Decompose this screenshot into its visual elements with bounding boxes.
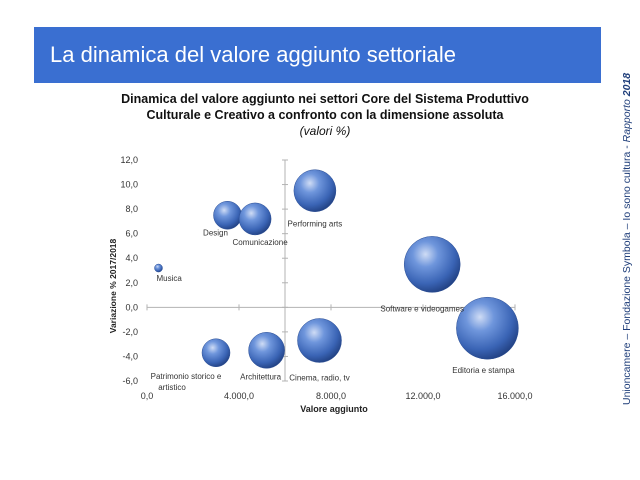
bubble-label: Architettura	[240, 372, 281, 381]
bubble-label: Software e videogames	[380, 304, 464, 313]
sidebar-credit-main: Unioncamere – Fondazione Symbola – Io so…	[621, 142, 633, 405]
bubble-cinema-radio-tv	[297, 318, 342, 363]
sidebar-credit: Unioncamere – Fondazione Symbola – Io so…	[621, 73, 633, 405]
page-title: La dinamica del valore aggiunto settoria…	[50, 42, 457, 67]
bubble-label: Editoria e stampa	[452, 366, 515, 375]
title-banner: La dinamica del valore aggiunto settoria…	[34, 27, 601, 83]
y-tick-label: 2,0	[125, 278, 138, 288]
sidebar-credit-italic: Rapporto	[621, 96, 633, 143]
y-tick-label: 4,0	[125, 253, 138, 263]
x-tick-label: 16.000,0	[497, 391, 532, 401]
bubble-architettura	[248, 332, 285, 369]
bubble-label: Musica	[157, 274, 183, 283]
sidebar-credit-year: 2018	[621, 72, 633, 97]
y-tick-label: 0,0	[125, 302, 138, 312]
bubble-label: Cinema, radio, tv	[289, 373, 349, 382]
x-tick-label: 8.000,0	[316, 391, 346, 401]
bubble-editoria-e-stampa	[456, 296, 519, 360]
chart-subtitle: (valori %)	[299, 124, 351, 138]
bubble-musica	[154, 263, 163, 273]
y-axis-title: Variazione % 2017/2018	[108, 238, 118, 333]
chart-title-line1: Dinamica del valore aggiunto nei settori…	[121, 92, 529, 106]
y-tick-label: 12,0	[120, 155, 138, 165]
y-tick-label: 8,0	[125, 204, 138, 214]
y-tick-label: -2,0	[122, 327, 138, 337]
bubble-comunicazione	[238, 202, 272, 236]
x-tick-label: 0,0	[141, 391, 154, 401]
bubble-software-e-videogames	[403, 236, 461, 293]
bubble-label: Comunicazione	[233, 238, 289, 247]
y-tick-label: -4,0	[122, 351, 138, 361]
y-tick-label: 6,0	[125, 229, 138, 239]
bubble-label: Design	[203, 228, 228, 237]
bubble-label: Performing arts	[288, 220, 343, 229]
y-tick-label: 10,0	[120, 180, 138, 190]
y-tick-label: -6,0	[122, 376, 138, 386]
bubble-label: Patrimonio storico e artistico	[151, 372, 222, 392]
chart-title-line2: Culturale e Creativo a confronto con la …	[146, 108, 504, 122]
bubble-patrimonio-storico-e-artistico	[201, 338, 231, 368]
x-tick-label: 12.000,0	[405, 391, 440, 401]
bubble-design	[213, 201, 242, 230]
x-tick-label: 4.000,0	[224, 391, 254, 401]
bubble-performing-arts	[293, 169, 337, 212]
x-axis-title: Valore aggiunto	[300, 404, 368, 414]
